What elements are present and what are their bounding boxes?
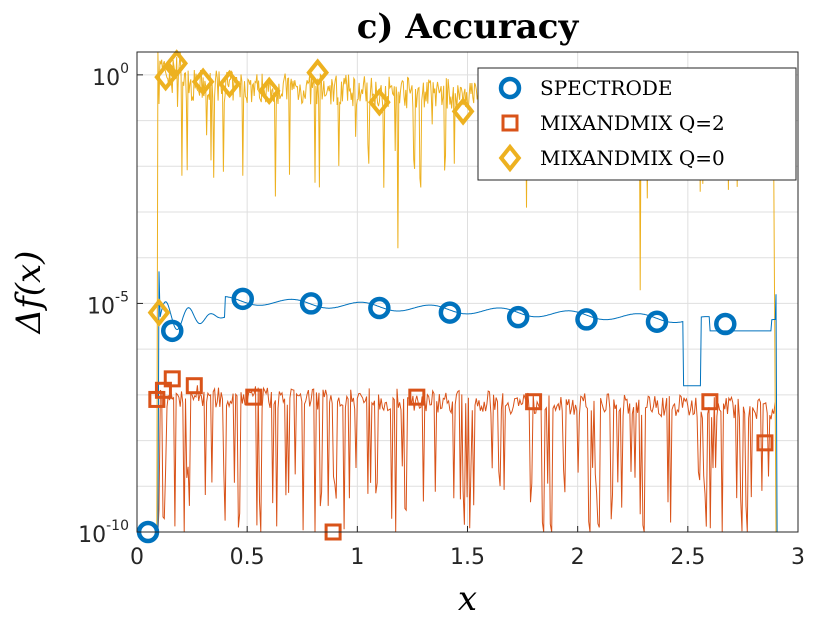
x-tick-label: 2 <box>571 545 585 570</box>
y-tick-label: 10-10 <box>78 518 129 548</box>
legend-label: SPECTRODE <box>540 76 673 100</box>
y-axis-label: Δf(x) <box>9 251 49 336</box>
data-point-square <box>154 381 172 399</box>
data-point-square <box>245 388 263 406</box>
x-axis-label: x <box>458 579 477 619</box>
data-point-diamond <box>306 58 330 87</box>
data-point-diamond <box>147 298 171 327</box>
data-point-circle <box>231 287 255 311</box>
data-point-square <box>163 370 181 388</box>
data-point-circle <box>645 310 669 333</box>
chart-title: c) Accuracy <box>357 7 580 47</box>
x-tick-label: 3 <box>791 545 805 570</box>
data-point-circle <box>299 292 323 315</box>
data-point-square <box>525 393 543 411</box>
data-point-circle <box>714 312 737 336</box>
legend-label: MIXANDMIX Q=0 <box>540 146 725 170</box>
axis-ticks: 0 0.5 1 1.5 2 2.5 3 10-10 10-5 100 <box>78 61 805 570</box>
data-point-diamond <box>451 97 475 126</box>
x-tick-label: 1.5 <box>450 545 485 570</box>
data-point-diamond <box>218 69 241 99</box>
data-point-diamond <box>368 88 391 117</box>
data-point-circle <box>506 305 530 329</box>
data-point-diamond <box>154 62 178 92</box>
x-tick-label: 1 <box>350 545 364 570</box>
legend-marker-square <box>501 114 519 132</box>
series-line-mixandmix-q2 <box>157 385 776 533</box>
data-point-circle <box>438 301 462 324</box>
data-point-circle <box>161 319 184 343</box>
data-point-square <box>185 377 203 395</box>
x-tick-label: 0 <box>130 545 144 570</box>
data-point-diamond <box>257 76 281 106</box>
y-tick-label: 10-5 <box>87 289 129 319</box>
data-point-diamond <box>165 49 189 78</box>
x-tick-label: 2.5 <box>670 545 705 570</box>
data-point-circle <box>368 296 391 320</box>
data-point-circle <box>575 308 598 331</box>
data-point-square <box>756 434 774 452</box>
legend: SPECTRODE MIXANDMIX Q=2 MIXANDMIX Q=0 <box>477 67 797 181</box>
y-tick-label: 100 <box>92 61 129 91</box>
data-point-square <box>408 388 426 406</box>
data-point-square <box>701 393 719 411</box>
legend-box <box>477 67 797 181</box>
legend-marker-circle <box>498 76 522 100</box>
series-line-spectrode <box>157 271 778 533</box>
legend-label: MIXANDMIX Q=2 <box>540 111 725 135</box>
data-point-diamond <box>191 67 215 96</box>
legend-marker-diamond <box>498 143 522 173</box>
x-tick-label: 0.5 <box>230 545 265 570</box>
